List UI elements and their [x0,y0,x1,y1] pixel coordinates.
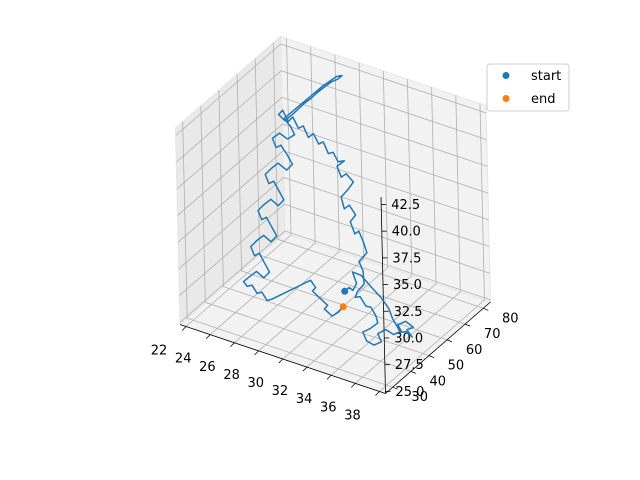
x-tick [326,374,332,380]
z-axis-line [380,196,386,394]
x-tick-label: 22 [151,344,168,359]
legend-end-marker [502,95,510,102]
legend-start-marker [502,72,510,79]
x-tick [375,391,380,396]
legend-end-label: end [531,92,556,107]
z-tick-label: 25.0 [396,385,425,400]
z-tick-labels: 25.0 27.5 30.0 32.5 35.0 37.5 40.0 42.5 [391,198,424,400]
x-tick [350,383,356,388]
z-tick-label: 30.0 [394,332,423,347]
z-gridline [176,96,488,190]
x-tick-label: 30 [248,376,265,391]
x-tick-labels: 22 24 26 28 30 32 34 36 38 [151,344,361,424]
x-gridline [355,95,461,384]
y-tick-label: 60 [466,343,483,358]
y-tick [392,386,398,390]
axis-lines [179,196,491,396]
x-tick-label: 32 [272,384,289,399]
x-tick-label: 28 [223,368,240,383]
data-series [242,74,415,346]
z-tick-label: 40.0 [392,225,421,240]
y-tick-label: 50 [448,359,465,374]
z-gridline [179,203,490,297]
legend: start end [486,63,570,112]
x-gridline [258,62,365,352]
x-tick [302,366,308,372]
y-tick [446,339,453,343]
x-tick-label: 24 [175,352,192,367]
z-gridline [177,150,489,243]
x-tick [181,326,187,331]
start-marker [341,287,349,295]
x-gridline [234,54,340,344]
legend-start-label: start [531,69,561,84]
y-tick-label: 80 [502,311,519,326]
y-tick-label: 30 [411,390,428,405]
x-tick-label: 26 [199,360,216,375]
x-tick [254,350,259,356]
z-tick-label: 42.5 [391,198,420,213]
y-tick-label: 70 [484,327,501,342]
y-gridline [272,42,484,309]
x-tick-label: 36 [320,400,337,415]
x-gridline [185,38,292,327]
data-markers [339,287,349,311]
x-gridline [209,46,316,335]
z-tick-label: 27.5 [395,358,424,373]
x-tick-label: 34 [296,392,313,407]
y-tick [410,371,416,374]
z-tick-label: 37.5 [392,251,421,266]
z-gridline [176,70,487,163]
y-gridline [182,121,393,388]
grid-lines [175,38,491,392]
x-gridline [306,79,413,368]
y-gridline [236,74,448,341]
y-gridline [200,105,411,372]
y-tick-label: 40 [430,374,447,389]
x-tick [278,358,284,364]
y-axis-line [385,301,491,394]
x-tick [205,334,211,339]
z-tick-label: 32.5 [394,305,423,320]
x-gridline [282,70,389,360]
y-tick [483,307,489,311]
x-gridline [330,87,437,376]
y-tick [465,323,471,327]
z-tick-label: 35.0 [393,278,422,293]
y-gridline [218,90,430,356]
x-gridline [379,103,485,392]
z-gridline [178,177,490,270]
z-gridline [177,123,489,216]
end-marker [339,303,347,311]
z-gridline [179,230,491,323]
trajectory-line [242,74,415,346]
z-gridline [175,43,487,136]
x-tick-label: 38 [344,409,361,424]
y-tick [428,355,435,359]
x-tick [230,342,235,348]
